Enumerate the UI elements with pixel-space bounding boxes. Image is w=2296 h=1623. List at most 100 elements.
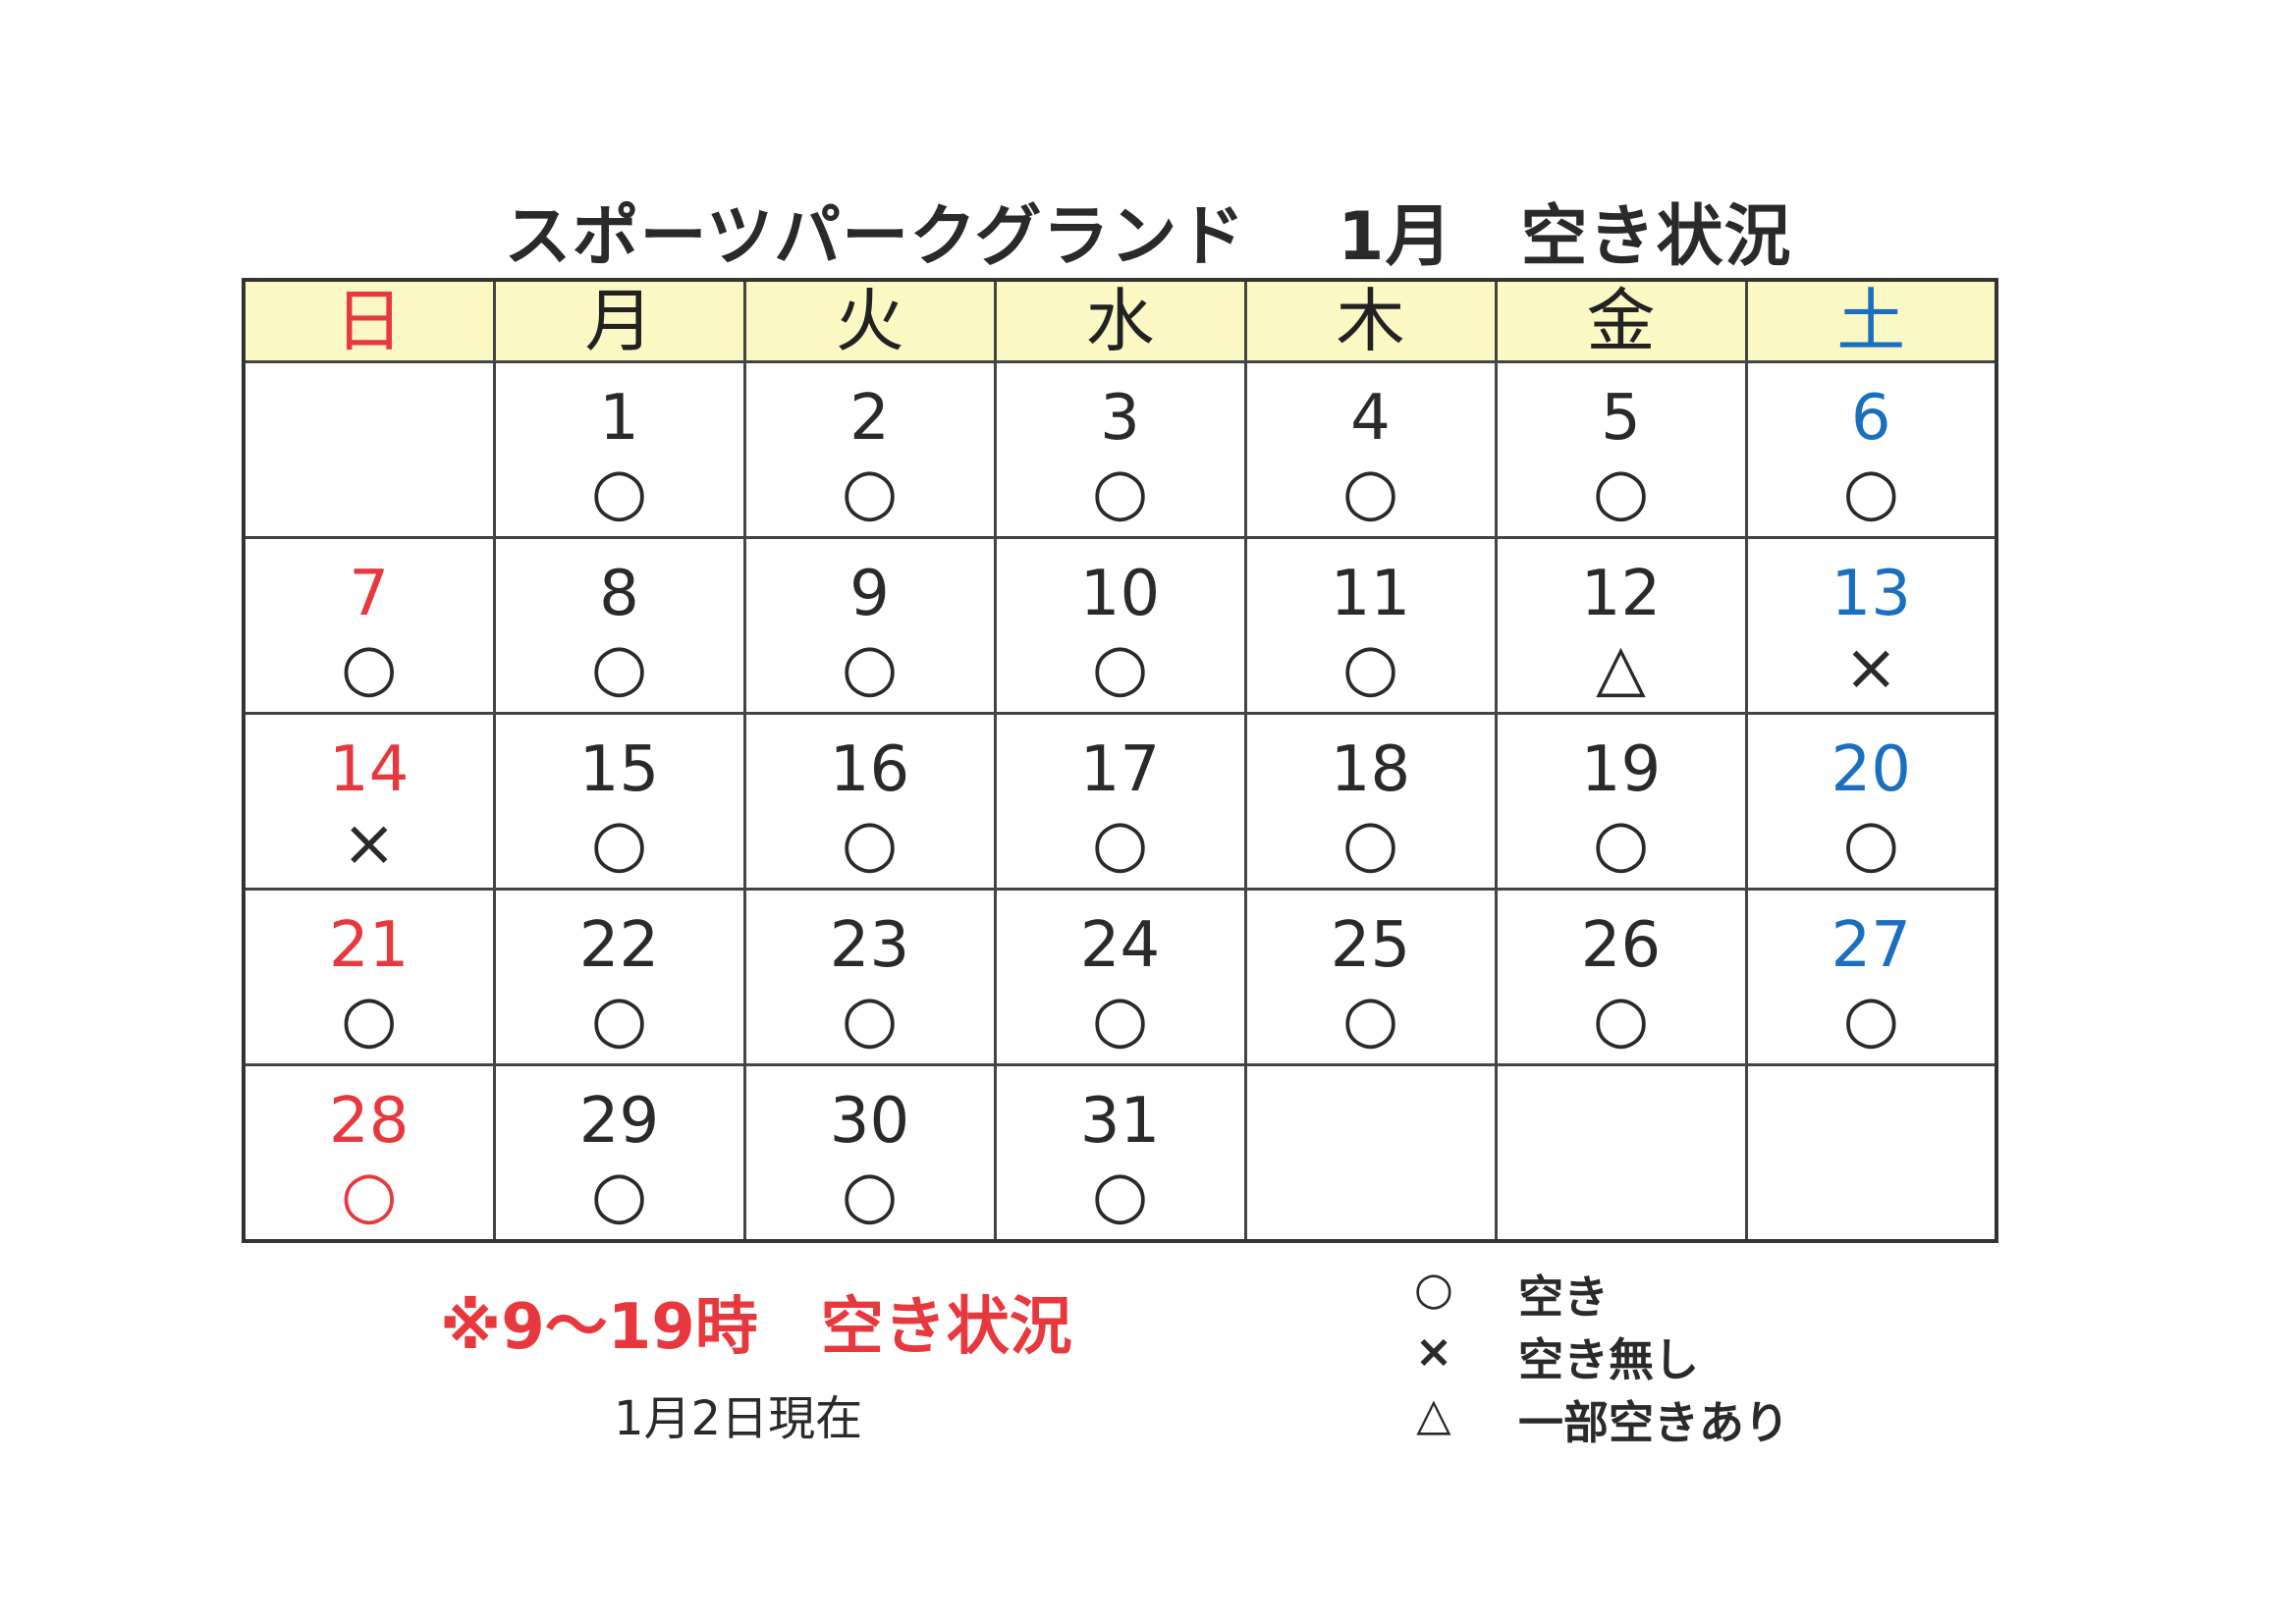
- calendar-day-cell: [1744, 1063, 1998, 1243]
- calendar-day-cell: 3 ○: [993, 360, 1247, 539]
- availability-mark: ○: [1091, 629, 1149, 705]
- calendar-day-cell: 23 ○: [742, 888, 997, 1066]
- calendar-day-cell: [242, 360, 496, 539]
- day-number: 7: [349, 558, 390, 630]
- calendar-day-cell: 10 ○: [993, 536, 1247, 715]
- day-number: 8: [599, 558, 639, 630]
- availability-mark: ○: [1592, 454, 1650, 529]
- calendar-day-cell: 15 ○: [492, 712, 746, 891]
- weekday-sunday: 日: [242, 278, 496, 363]
- availability-mark: ○: [841, 805, 899, 881]
- calendar-day-cell: 13 ×: [1744, 536, 1998, 715]
- availability-mark: ○: [1592, 805, 1650, 881]
- legend-symbol: ×: [1414, 1325, 1453, 1378]
- calendar-day-cell: 16 ○: [742, 712, 997, 891]
- availability-mark: ○: [1341, 454, 1399, 529]
- calendar-day-cell: 22 ○: [492, 888, 746, 1066]
- availability-mark: ○: [590, 454, 648, 529]
- weekday-monday: 月: [492, 278, 746, 363]
- calendar-body: 1 ○ 2 ○ 3 ○ 4 ○ 5 ○ 6 ○ 7 ○ 8 ○ 9 ○ 10 ○ 11 ○ 12 △ 13 × 14 × 15 ○ 16 ○ 1…: [242, 360, 1998, 1243]
- availability-mark: ○: [1842, 805, 1900, 881]
- day-number: 15: [578, 733, 660, 806]
- availability-mark: ○: [340, 1157, 398, 1232]
- calendar-week-row: 14 × 15 ○ 16 ○ 17 ○ 18 ○ 19 ○ 20 ○: [242, 712, 1998, 891]
- day-number: 23: [829, 909, 910, 982]
- calendar-day-cell: 20 ○: [1744, 712, 1998, 891]
- day-number: 9: [849, 558, 890, 630]
- calendar-day-cell: 19 ○: [1494, 712, 1748, 891]
- calendar-week-row: 7 ○ 8 ○ 9 ○ 10 ○ 11 ○ 12 △ 13 ×: [242, 536, 1998, 715]
- day-number: 31: [1079, 1085, 1161, 1158]
- availability-mark: ○: [841, 981, 899, 1056]
- calendar-week-row: 1 ○ 2 ○ 3 ○ 4 ○ 5 ○ 6 ○: [242, 360, 1998, 539]
- calendar-day-cell: 28 ○: [242, 1063, 496, 1243]
- day-number: 1: [599, 382, 639, 455]
- availability-mark: ○: [590, 805, 648, 881]
- calendar-day-cell: 9 ○: [742, 536, 997, 715]
- calendar-day-cell: 7 ○: [242, 536, 496, 715]
- calendar-day-cell: 24 ○: [993, 888, 1247, 1066]
- day-number: 24: [1079, 909, 1161, 982]
- day-number: 26: [1580, 909, 1662, 982]
- day-number: 16: [829, 733, 910, 806]
- day-number: 30: [829, 1085, 910, 1158]
- day-number: 27: [1831, 909, 1911, 982]
- calendar-day-cell: 21 ○: [242, 888, 496, 1066]
- legend-label: 一部空きあり: [1518, 1396, 1789, 1449]
- calendar-day-cell: 27 ○: [1744, 888, 1998, 1066]
- day-number: 4: [1350, 382, 1391, 455]
- calendar-day-cell: 14 ×: [242, 712, 496, 891]
- day-number: 21: [329, 909, 410, 982]
- availability-mark: ○: [1091, 805, 1149, 881]
- weekday-wednesday: 水: [993, 278, 1247, 363]
- legend-symbol: ○: [1413, 1262, 1454, 1315]
- day-number: 25: [1330, 909, 1411, 982]
- weekday-tuesday: 火: [742, 278, 997, 363]
- calendar-day-cell: 11 ○: [1243, 536, 1498, 715]
- availability-mark: ○: [590, 981, 648, 1056]
- day-number: 2: [849, 382, 890, 455]
- calendar-week-row: 21 ○ 22 ○ 23 ○ 24 ○ 25 ○ 26 ○ 27 ○: [242, 888, 1998, 1066]
- availability-mark: ○: [1842, 454, 1900, 529]
- day-number: 3: [1100, 382, 1140, 455]
- availability-mark: ○: [1341, 805, 1399, 881]
- day-number: 20: [1831, 733, 1911, 806]
- day-number: 12: [1580, 558, 1662, 630]
- day-number: 6: [1850, 382, 1891, 455]
- calendar-week-row: 28 ○ 29 ○ 30 ○ 31 ○: [242, 1063, 1998, 1243]
- calendar-day-cell: 4 ○: [1243, 360, 1498, 539]
- day-number: 22: [578, 909, 660, 982]
- availability-mark: ○: [590, 1157, 648, 1232]
- availability-mark: ×: [1843, 629, 1898, 705]
- availability-mark: ○: [590, 629, 648, 705]
- as-of-date: 1月2日現在: [614, 1391, 863, 1446]
- weekday-friday: 金: [1494, 278, 1748, 363]
- availability-mark: ○: [1341, 629, 1399, 705]
- legend-label: 空き: [1518, 1271, 1609, 1324]
- calendar-day-cell: 30 ○: [742, 1063, 997, 1243]
- calendar-day-cell: 2 ○: [742, 360, 997, 539]
- availability-mark: ○: [1842, 981, 1900, 1056]
- calendar-day-cell: 8 ○: [492, 536, 746, 715]
- weekday-header-row: 日 月 火 水 木 金 土: [242, 278, 1998, 363]
- weekday-saturday: 土: [1744, 278, 1998, 363]
- availability-mark: ○: [1091, 1157, 1149, 1232]
- calendar-day-cell: 26 ○: [1494, 888, 1748, 1066]
- availability-mark: ○: [340, 981, 398, 1056]
- day-number: 18: [1330, 733, 1411, 806]
- availability-calendar: 日 月 火 水 木 金 土 1 ○ 2 ○ 3 ○ 4 ○ 5 ○ 6 ○ 7 ○ 8 ○ 9 ○ 10 ○ 11 ○ 12…: [242, 278, 1998, 1243]
- day-number: 14: [329, 733, 410, 806]
- day-number: 13: [1831, 558, 1911, 630]
- calendar-day-cell: [1494, 1063, 1748, 1243]
- calendar-day-cell: 31 ○: [993, 1063, 1247, 1243]
- day-number: 28: [329, 1085, 410, 1158]
- day-number: 29: [578, 1085, 660, 1158]
- calendar-day-cell: [1243, 1063, 1498, 1243]
- availability-mark: ○: [340, 629, 398, 705]
- availability-mark: ○: [841, 629, 899, 705]
- day-number: 17: [1079, 733, 1161, 806]
- availability-mark: ○: [1091, 454, 1149, 529]
- calendar-day-cell: 12 △: [1494, 536, 1748, 715]
- calendar-day-cell: 25 ○: [1243, 888, 1498, 1066]
- availability-mark: ○: [841, 454, 899, 529]
